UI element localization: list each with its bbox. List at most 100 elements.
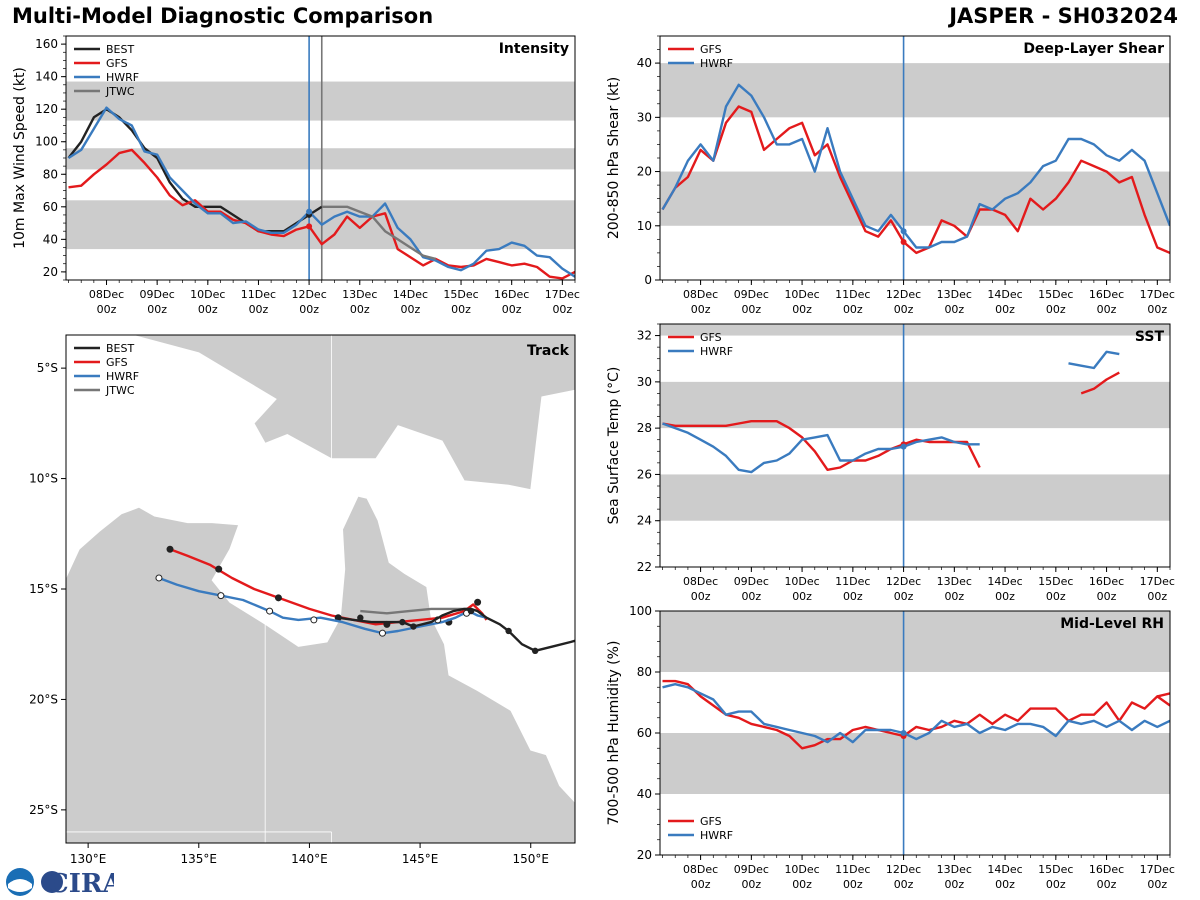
sst-ytick-label: 30 (637, 375, 652, 389)
intensity-ylabel: 10m Max Wind Speed (kt) (12, 67, 28, 249)
shear-xtick-sublabel: 00z (995, 303, 1015, 316)
globe-icon (41, 871, 63, 893)
intensity-xtick-sublabel: 00z (350, 303, 370, 316)
sst-ylabel: Sea Surface Temp (°C) (606, 367, 622, 525)
rh-xtick-sublabel: 00z (1147, 878, 1167, 891)
rh-xtick-label: 10Dec (784, 863, 819, 876)
track-title: Track (527, 343, 570, 359)
track-xtick-label: 130°E (70, 852, 107, 866)
track-legend-label-best: BEST (106, 342, 134, 355)
sst-xtick-label: 17Dec (1140, 575, 1175, 588)
rh-series-hwrf (662, 683, 1170, 744)
shear-xtick-sublabel: 00z (691, 303, 711, 316)
shear-ytick-label: 0 (644, 273, 652, 287)
rh-xtick-sublabel: 00z (792, 878, 812, 891)
intensity-band (66, 81, 575, 121)
track-marker-gfs (474, 598, 482, 606)
track-legend-label-hwrf: HWRF (106, 370, 139, 383)
intensity-ytick-label: 20 (43, 265, 58, 279)
track-map-area (66, 335, 575, 843)
intensity-xtick-label: 13Dec (342, 288, 377, 301)
storm-id: JASPER - SH032024 (949, 4, 1178, 28)
sst-ytick-label: 32 (637, 329, 652, 343)
rh-xtick-label: 08Dec (683, 863, 718, 876)
sst-xtick-label: 10Dec (784, 575, 819, 588)
shear-xtick-sublabel: 00z (944, 303, 964, 316)
sst-xtick-sublabel: 00z (741, 590, 761, 603)
sst-ytick-label: 26 (637, 467, 652, 481)
shear-series-gfs (661, 105, 1170, 255)
track-ytick-label: 20°S (29, 692, 58, 706)
intensity-legend-label-gfs: GFS (106, 57, 128, 70)
sst-plot-area (660, 324, 1170, 567)
rh-ytick-label: 40 (637, 787, 652, 801)
shear-ytick-label: 30 (637, 110, 652, 124)
sst-xtick-label: 16Dec (1089, 575, 1124, 588)
track-xtick-label: 145°E (402, 852, 439, 866)
shear-xtick-label: 17Dec (1140, 288, 1175, 301)
track-marker-gfs (274, 594, 282, 602)
rh-xtick-label: 13Dec (937, 863, 972, 876)
sst-xtick-label: 12Dec (886, 575, 921, 588)
intensity-series-hwrf (67, 106, 575, 278)
sst-band (660, 381, 1170, 429)
intensity-ytick-label: 80 (43, 167, 58, 181)
track-marker-hwrf (217, 592, 225, 600)
track-ytick-label: 25°S (29, 803, 58, 817)
shear-xtick-sublabel: 00z (1097, 303, 1117, 316)
intensity-ytick-label: 100 (35, 135, 58, 149)
rh-xtick-sublabel: 00z (894, 878, 914, 891)
track-marker-best (357, 614, 364, 621)
intensity-xtick-label: 10Dec (190, 288, 225, 301)
rh-series-gfs (1157, 692, 1170, 698)
sst-xtick-sublabel: 00z (944, 590, 964, 603)
track-marker-hwrf (266, 607, 274, 615)
rh-plot-area (660, 611, 1170, 855)
intensity-ytick-label: 120 (35, 102, 58, 116)
sst-xtick-sublabel: 00z (691, 590, 711, 603)
intensity-series-jtwc (321, 205, 437, 261)
rh-xtick-label: 17Dec (1140, 863, 1175, 876)
rh-band (660, 733, 1170, 794)
shear-ytick-label: 40 (637, 56, 652, 70)
intensity-vline-dot-hwrf (306, 208, 313, 215)
track-legend-label-jtwc: JTWC (105, 384, 135, 397)
sst-xtick-sublabel: 00z (843, 590, 863, 603)
intensity-xtick-sublabel: 00z (147, 303, 167, 316)
intensity-xtick-label: 09Dec (140, 288, 175, 301)
shear-ytick-label: 10 (637, 219, 652, 233)
intensity-plot-area (66, 36, 575, 280)
intensity-vline-dot-gfs (306, 223, 313, 230)
track-marker-gfs (215, 565, 223, 573)
shear-ytick-label: 20 (637, 165, 652, 179)
track-marker-best (410, 623, 417, 630)
track-ytick-label: 15°S (29, 582, 58, 596)
intensity-xtick-label: 15Dec (443, 288, 478, 301)
shear-series-hwrf (661, 83, 1170, 249)
rh-ytick-label: 80 (637, 665, 652, 679)
rh-xtick-label: 09Dec (734, 863, 769, 876)
shear-legend-label-hwrf: HWRF (700, 57, 733, 70)
track-ytick-label: 10°S (29, 472, 58, 486)
sst-vline-dot-hwrf (900, 443, 907, 450)
rh-ytick-label: 20 (637, 848, 652, 862)
sst-ytick-label: 28 (637, 421, 652, 435)
rh-ytick-label: 100 (629, 604, 652, 618)
shear-xtick-label: 12Dec (886, 288, 921, 301)
sst-ytick-label: 24 (637, 514, 652, 528)
rh-vline-dot-hwrf (900, 730, 907, 736)
shear-plot-area (660, 36, 1170, 280)
sst-xtick-label: 15Dec (1038, 575, 1073, 588)
noaa-wave-icon (8, 879, 32, 892)
sst-xtick-label: 08Dec (683, 575, 718, 588)
sst-xtick-sublabel: 00z (1046, 590, 1066, 603)
rh-ytick-label: 60 (637, 726, 652, 740)
land-mass (66, 495, 575, 843)
intensity-xtick-sublabel: 00z (249, 303, 269, 316)
intensity-ytick-label: 140 (35, 70, 58, 84)
sst-xtick-sublabel: 00z (995, 590, 1015, 603)
shear-xtick-label: 13Dec (937, 288, 972, 301)
track-marker-gfs (166, 545, 174, 553)
intensity-legend-label-jtwc: JTWC (105, 85, 135, 98)
intensity-xtick-label: 11Dec (241, 288, 276, 301)
